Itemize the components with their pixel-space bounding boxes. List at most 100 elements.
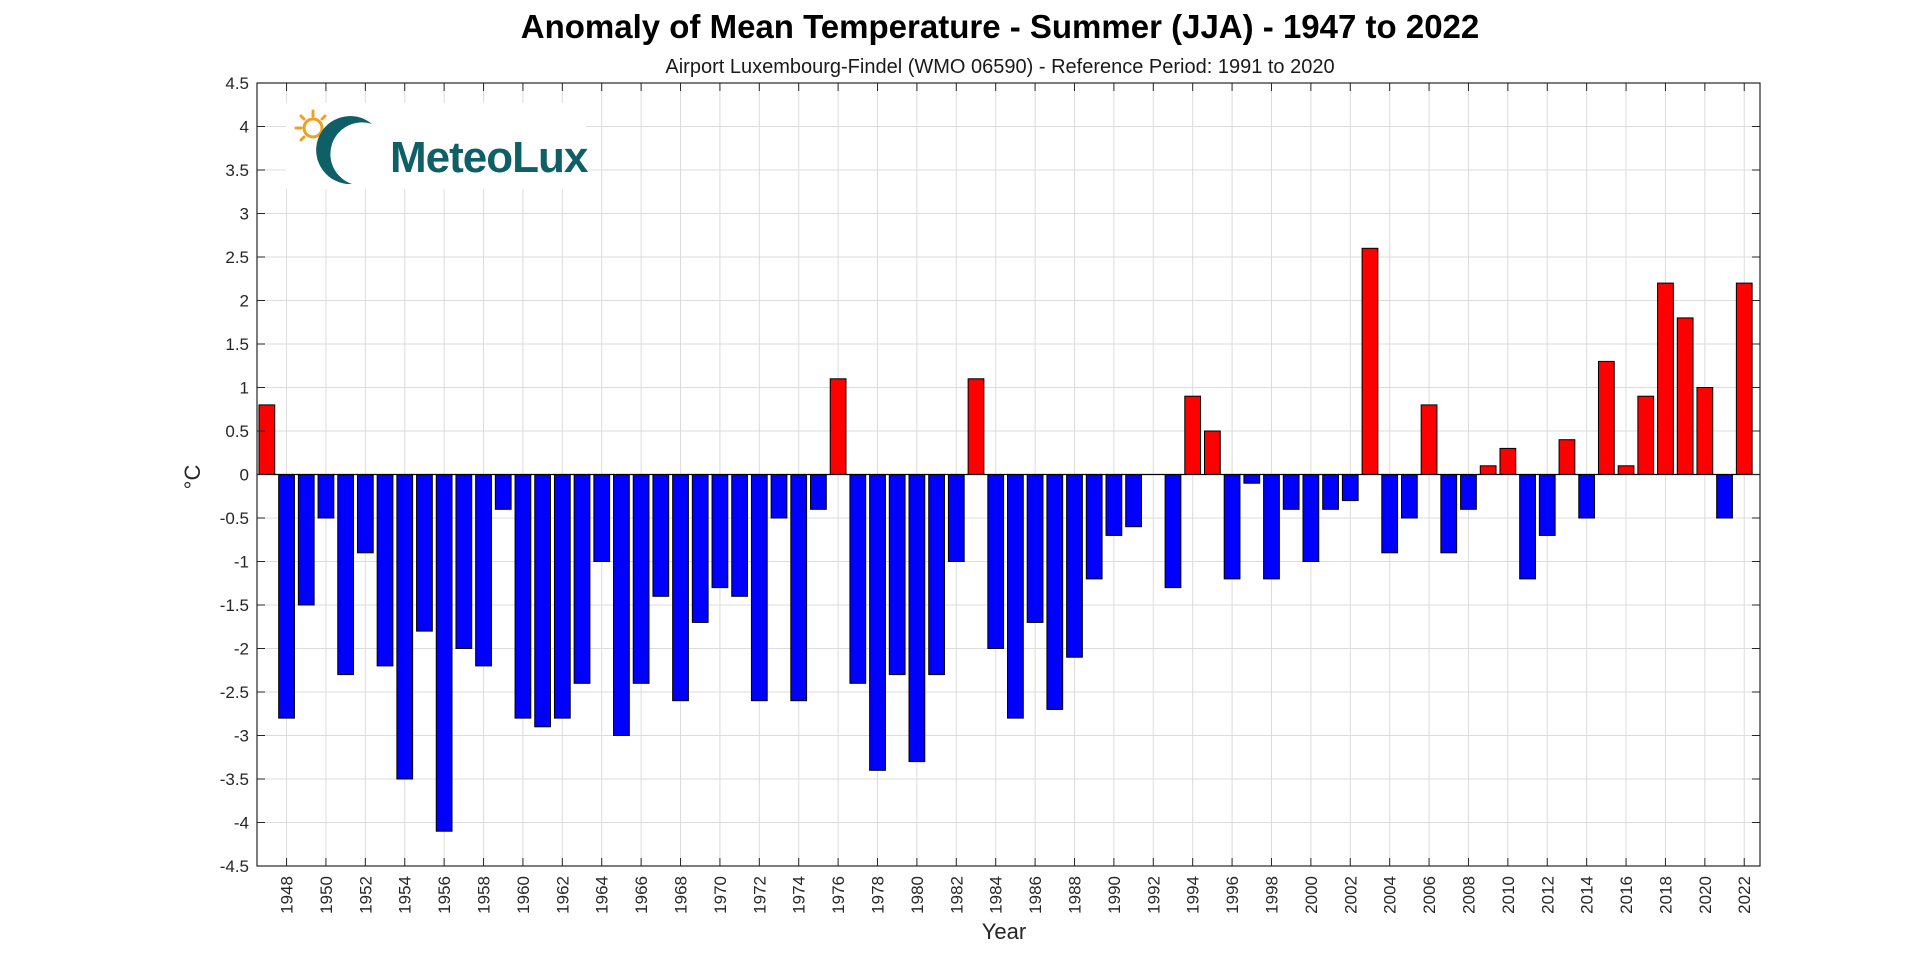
y-tick-label: -3.5 (220, 770, 249, 789)
bar-1986 (1026, 474, 1044, 623)
bar-1980 (908, 474, 926, 763)
bar-1985 (1007, 474, 1024, 719)
bar-1949 (297, 474, 315, 606)
bar-1978 (869, 474, 886, 771)
bar-1969 (691, 474, 709, 623)
x-tick-label: 1986 (1026, 876, 1045, 914)
bar-1975 (810, 474, 827, 510)
y-tick-label: 4.5 (225, 74, 249, 93)
bar-1951 (337, 474, 355, 676)
x-tick-label: 1964 (593, 876, 612, 914)
y-tick-label: 1.5 (225, 335, 249, 354)
x-tick-label: 2002 (1341, 876, 1360, 914)
x-tick-label: 1974 (790, 876, 809, 914)
bar-2003 (1361, 247, 1379, 475)
x-axis-label: Year (982, 919, 1026, 944)
bar-1996 (1223, 474, 1241, 580)
y-tick-label: -3 (234, 727, 249, 746)
y-tick-label: 3 (240, 205, 249, 224)
x-tick-label: 2018 (1656, 876, 1675, 914)
meteolux-logo: MeteoLux (286, 103, 590, 189)
x-tick-label: 2016 (1617, 876, 1636, 914)
bar-2016 (1617, 465, 1635, 475)
x-tick-label: 2008 (1459, 876, 1478, 914)
y-tick-label: -2.5 (220, 683, 249, 702)
bar-1965 (613, 474, 630, 736)
bar-1953 (376, 474, 394, 667)
x-tick-label: 2014 (1578, 876, 1597, 914)
x-tick-label: 1990 (1105, 876, 1124, 914)
bar-1979 (888, 474, 906, 676)
y-tick-label: -4.5 (220, 857, 249, 876)
bar-2008 (1460, 474, 1477, 510)
bar-1967 (652, 474, 670, 597)
bar-2006 (1420, 404, 1438, 475)
x-tick-label: 2000 (1302, 876, 1321, 914)
y-tick-label: 0.5 (225, 422, 249, 441)
chart-title: Anomaly of Mean Temperature - Summer (JJ… (521, 8, 1480, 45)
bar-1950 (317, 474, 335, 519)
bar-1968 (672, 474, 689, 702)
y-tick-label: 3.5 (225, 161, 249, 180)
bar-1999 (1282, 474, 1300, 510)
bar-1997 (1243, 474, 1261, 484)
x-tick-label: 1988 (1065, 876, 1084, 914)
bar-2013 (1558, 439, 1576, 476)
bar-1993 (1164, 474, 1182, 589)
bar-1957 (455, 474, 473, 649)
bar-1964 (593, 474, 611, 562)
x-tick-label: 1980 (908, 876, 927, 914)
bar-1995 (1204, 430, 1221, 475)
x-tick-label: 1954 (396, 876, 415, 914)
bar-1970 (711, 474, 729, 589)
bar-1955 (416, 474, 433, 632)
x-tick-label: 1958 (475, 876, 494, 914)
bar-1972 (750, 474, 768, 702)
bar-2019 (1676, 317, 1694, 475)
x-tick-label: 1960 (514, 876, 533, 914)
x-tick-label: 2006 (1420, 876, 1439, 914)
y-tick-label: 2 (240, 292, 249, 311)
y-tick-label: -4 (234, 814, 249, 833)
x-tick-label: 1984 (987, 876, 1006, 914)
bar-1959 (494, 474, 512, 510)
bar-1988 (1066, 474, 1083, 658)
bar-2022 (1735, 282, 1753, 475)
bar-1984 (987, 474, 1005, 649)
x-tick-label: 1948 (278, 876, 297, 914)
x-tick-label: 1982 (947, 876, 966, 914)
bar-series (258, 247, 1753, 832)
x-tick-label: 1996 (1223, 876, 1242, 914)
bar-1977 (849, 474, 867, 684)
bar-1961 (534, 474, 552, 728)
x-tick-label: 1976 (829, 876, 848, 914)
bar-1947 (258, 404, 276, 475)
bar-2012 (1538, 474, 1556, 536)
bar-1973 (770, 474, 788, 519)
bar-1994 (1184, 395, 1202, 476)
x-tick-label: 1978 (869, 876, 888, 914)
x-tick-label: 1952 (356, 876, 375, 914)
x-tick-label: 1968 (672, 876, 691, 914)
logo-text: MeteoLux (390, 133, 589, 182)
bar-2007 (1440, 474, 1458, 554)
x-tick-label: 2012 (1538, 876, 1557, 914)
bar-1948 (278, 474, 295, 719)
bar-1954 (396, 474, 414, 780)
bar-1958 (475, 474, 492, 667)
x-tick-label: 1994 (1184, 876, 1203, 914)
bar-1989 (1085, 474, 1103, 580)
x-tick-label: 1962 (553, 876, 572, 914)
bar-2018 (1657, 282, 1674, 475)
bar-1990 (1105, 474, 1123, 536)
x-tick-label: 2022 (1735, 876, 1754, 914)
y-tick-label: 1 (240, 379, 249, 398)
bar-2020 (1696, 387, 1714, 475)
x-tick-label: 1966 (632, 876, 651, 914)
bar-2001 (1322, 474, 1339, 510)
y-tick-label: -1 (234, 553, 249, 572)
x-tick-label: 1950 (317, 876, 336, 914)
x-tick-label: 1998 (1262, 876, 1281, 914)
y-tick-label: 2.5 (225, 248, 249, 267)
